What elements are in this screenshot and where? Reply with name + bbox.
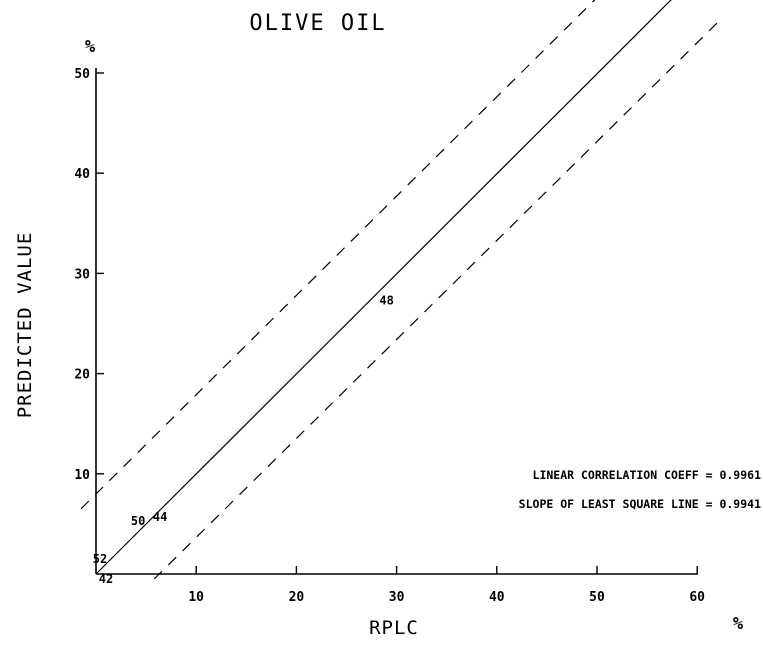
data-point-label: 50 [131,514,145,528]
chart-title: OLIVE OIL [249,11,386,36]
lower-confidence-band [153,17,723,580]
x-tick-label: 50 [589,590,605,605]
x-tick-label: 60 [689,590,705,605]
data-point-label: 42 [99,572,113,586]
y-tick-label: 40 [74,167,90,182]
y-tick-label: 50 [74,67,90,82]
y-tick-label: 30 [74,267,90,282]
x-unit-label: % [733,614,744,634]
y-tick-label: 10 [74,468,90,483]
plot-area: 102030405060102030405060524250444848 [74,0,723,605]
upper-confidence-band [80,0,596,510]
x-tick-label: 10 [188,590,204,605]
y-tick-label: 20 [74,368,90,383]
x-tick-label: 30 [389,590,405,605]
x-axis-label: RPLC [369,617,419,639]
slope-annotation: SLOPE OF LEAST SQUARE LINE = 0.9941 [519,497,761,511]
data-point-label: 52 [93,552,107,566]
data-point-label: 44 [153,510,167,524]
correlation-annotation: LINEAR CORRELATION COEFF = 0.9961 [533,468,762,482]
regression-line [95,0,672,575]
y-unit-label: % [85,37,96,57]
x-tick-label: 40 [489,590,505,605]
data-point-label: 48 [379,293,393,307]
y-axis-label: PREDICTED VALUE [14,232,36,419]
x-tick-label: 20 [289,590,305,605]
